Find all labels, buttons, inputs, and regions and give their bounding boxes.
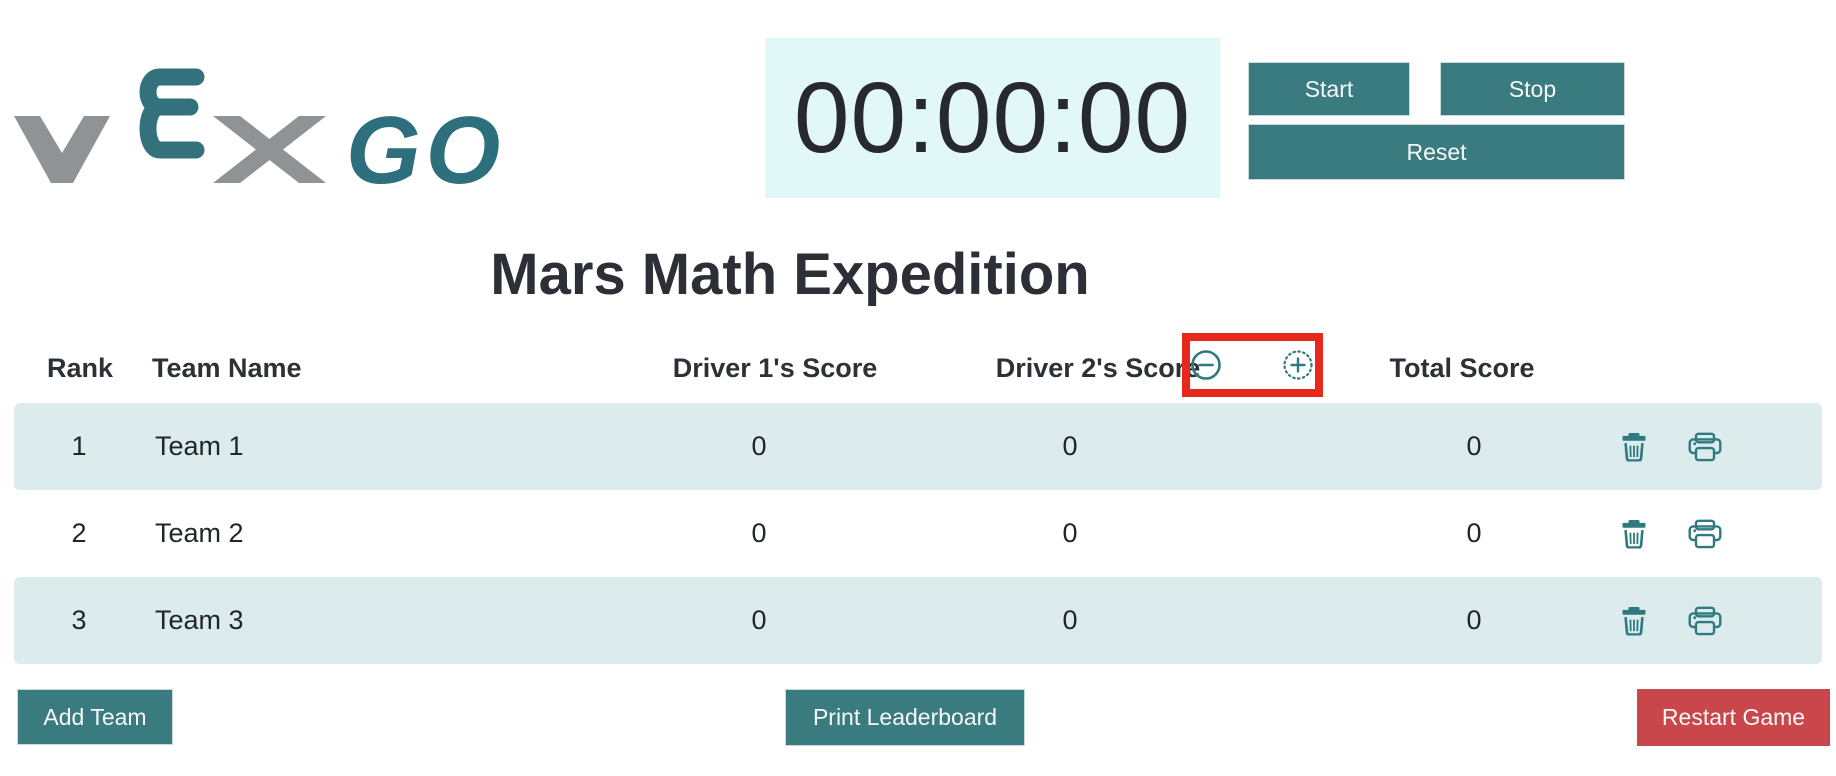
printer-icon [1689,432,1722,461]
rank-value: 1 [71,431,87,461]
print-leaderboard-button[interactable]: Print Leaderboard [785,689,1025,746]
driver1-score-value[interactable]: 0 [751,431,767,461]
header-driver2-score: Driver 2's Score [995,352,1201,383]
timer-display: 00:00:00 [765,38,1220,198]
plus-circle-dotted-icon [1283,350,1313,380]
print-team-button[interactable] [1689,606,1722,635]
delete-team-button[interactable] [1622,432,1647,461]
logo-product-text: GO [346,97,505,188]
timer-value: 00:00:00 [793,61,1192,174]
driver2-score-value[interactable]: 0 [1062,518,1078,548]
delete-team-button[interactable] [1622,606,1647,635]
trash-icon [1622,519,1647,548]
minus-circle-icon [1191,350,1221,380]
rank-value: 3 [71,605,87,635]
header-total-score: Total Score [1389,352,1535,383]
logo-letter-e [139,68,205,159]
add-team-button[interactable]: Add Team [17,689,173,745]
printer-icon [1689,606,1722,635]
stop-button[interactable]: Stop [1440,62,1625,116]
table-row: 1 Team 1 0 0 0 [14,403,1822,490]
trash-icon [1622,606,1647,635]
driver1-score-value[interactable]: 0 [751,605,767,635]
score-decrement-button[interactable] [1190,349,1222,381]
print-team-button[interactable] [1689,519,1722,548]
page-title: Mars Math Expedition [490,242,1090,307]
printer-icon [1689,519,1722,548]
header-team-name: Team Name [152,352,302,383]
highlight-box [1182,333,1323,397]
start-button[interactable]: Start [1248,62,1410,116]
logo-letter-x [213,116,326,183]
team-name[interactable]: Team 3 [155,605,244,635]
reset-button[interactable]: Reset [1248,124,1625,180]
total-score-value: 0 [1466,605,1482,635]
team-name[interactable]: Team 2 [155,518,244,548]
driver2-score-value[interactable]: 0 [1062,431,1078,461]
header-driver1-score: Driver 1's Score [672,352,878,383]
delete-team-button[interactable] [1622,519,1647,548]
logo-letter-v [14,116,110,183]
table-row: 3 Team 3 0 0 0 [14,577,1822,664]
total-score-value: 0 [1466,431,1482,461]
restart-game-button[interactable]: Restart Game [1637,689,1830,746]
header-rank: Rank [46,352,114,383]
rank-value: 2 [71,518,87,548]
team-name[interactable]: Team 1 [155,431,244,461]
driver2-score-value[interactable]: 0 [1062,605,1078,635]
print-team-button[interactable] [1689,432,1722,461]
total-score-value: 0 [1466,518,1482,548]
trash-icon [1622,432,1647,461]
score-increment-button[interactable] [1282,349,1314,381]
table-row: 2 Team 2 0 0 0 [14,490,1822,577]
driver1-score-value[interactable]: 0 [751,518,767,548]
vex-go-logo: GO [14,68,505,188]
